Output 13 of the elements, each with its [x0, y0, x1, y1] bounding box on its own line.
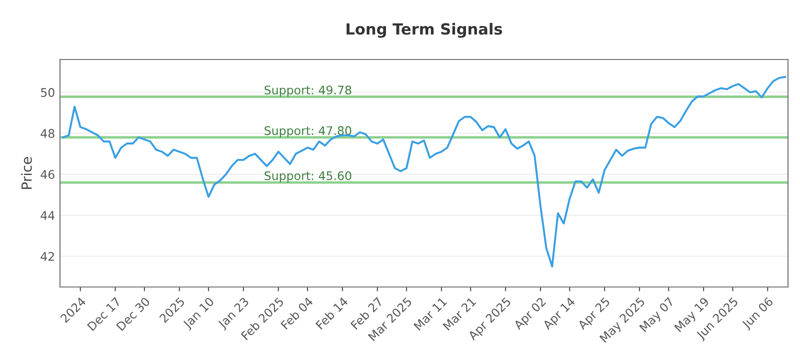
y-tick-label: 44 [40, 211, 54, 220]
y-tick-label: 50 [41, 88, 54, 97]
ref-line-label: Support: 45.60 [264, 171, 352, 182]
y-axis-title: Price [21, 157, 32, 189]
ref-line-label: Support: 49.78 [264, 86, 352, 97]
x-tick-label: Feb 14 [315, 296, 348, 330]
y-tick-label: 42 [40, 252, 54, 261]
ref-line-label: Support: 47.80 [264, 126, 352, 138]
y-tick-label: 46 [40, 170, 54, 179]
y-tick-label: 48 [40, 129, 54, 138]
chart-title: Long Term Signals [346, 22, 502, 38]
line-series [62, 76, 786, 268]
x-tick-label: Jun 06 [741, 296, 776, 331]
